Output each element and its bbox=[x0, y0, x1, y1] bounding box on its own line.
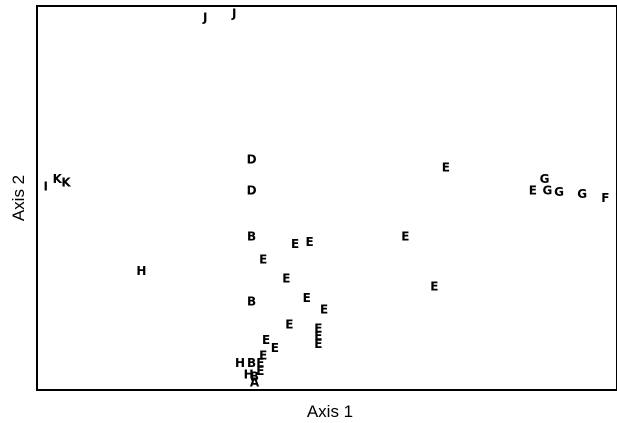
data-point-e: E bbox=[291, 237, 299, 251]
y-axis-label: Axis 2 bbox=[9, 175, 28, 221]
data-point-i: I bbox=[43, 180, 47, 194]
data-point-g: G bbox=[542, 183, 552, 197]
data-point-e: E bbox=[262, 333, 270, 347]
data-point-e: E bbox=[430, 279, 438, 293]
data-point-a: A bbox=[250, 375, 260, 389]
data-point-b: B bbox=[247, 295, 256, 309]
x-axis-label: Axis 1 bbox=[307, 402, 353, 421]
data-point-b: B bbox=[247, 356, 256, 370]
data-point-e: E bbox=[259, 252, 267, 266]
data-point-e: E bbox=[256, 364, 264, 378]
data-point-e: E bbox=[259, 348, 267, 362]
plot-frame bbox=[36, 5, 617, 391]
data-point-e: E bbox=[285, 318, 293, 332]
data-point-e: E bbox=[314, 337, 322, 351]
data-point-e: E bbox=[303, 291, 311, 305]
data-point-f: F bbox=[601, 191, 609, 205]
data-point-e: E bbox=[401, 229, 409, 243]
data-point-k: K bbox=[53, 172, 63, 186]
data-point-d: D bbox=[247, 153, 257, 167]
data-point-e: E bbox=[442, 160, 450, 174]
data-point-e: E bbox=[282, 272, 290, 286]
data-point-j: J bbox=[231, 7, 236, 21]
data-point-e: E bbox=[314, 322, 322, 336]
data-point-g: G bbox=[554, 185, 564, 199]
data-point-b: B bbox=[250, 370, 259, 384]
data-point-e: E bbox=[256, 356, 264, 370]
data-point-b: B bbox=[247, 229, 256, 243]
data-point-k: K bbox=[61, 176, 71, 190]
data-point-g: G bbox=[540, 172, 550, 186]
data-point-e: E bbox=[305, 235, 313, 249]
data-point-e: E bbox=[320, 302, 328, 316]
data-point-d: D bbox=[247, 183, 257, 197]
data-point-h: H bbox=[244, 368, 254, 382]
data-point-h: H bbox=[136, 264, 146, 278]
data-point-e: E bbox=[271, 341, 279, 355]
data-point-e: E bbox=[314, 329, 322, 343]
data-point-h: H bbox=[235, 356, 245, 370]
data-point-j: J bbox=[202, 11, 207, 25]
data-point-e: E bbox=[529, 183, 537, 197]
data-point-g: G bbox=[577, 187, 587, 201]
